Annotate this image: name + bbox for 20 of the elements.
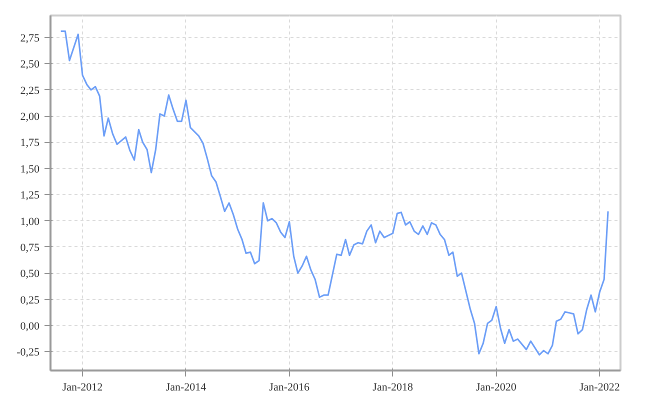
x-tick-label: Jan-2020	[476, 382, 517, 394]
y-tick-label: 2,25	[20, 84, 40, 97]
x-tick-label: Jan-2022	[580, 382, 620, 394]
y-tick-label: 0,00	[20, 320, 40, 332]
x-tick-label: Jan-2012	[62, 382, 103, 394]
y-tick-label: 1,25	[20, 190, 40, 202]
y-tick-label: 2,75	[20, 32, 40, 44]
y-tick-label: 1,50	[20, 163, 40, 176]
y-tick-label: 0,75	[20, 242, 40, 254]
x-tick-label: Jan-2014	[166, 382, 207, 394]
y-tick-label: 0,25	[20, 294, 40, 306]
line-series	[60, 30, 609, 356]
y-tick-label: -0,25	[16, 346, 40, 359]
y-tick-label: 1,75	[20, 137, 40, 150]
x-tick-label: Jan-2018	[372, 382, 414, 394]
y-tick-label: 0,50	[20, 268, 40, 280]
y-tick-label: 2,50	[20, 58, 40, 71]
y-tick-label: 1,00	[20, 216, 40, 228]
x-tick-label: Jan-2016	[269, 382, 310, 394]
y-tick-label: 2,00	[20, 111, 40, 124]
